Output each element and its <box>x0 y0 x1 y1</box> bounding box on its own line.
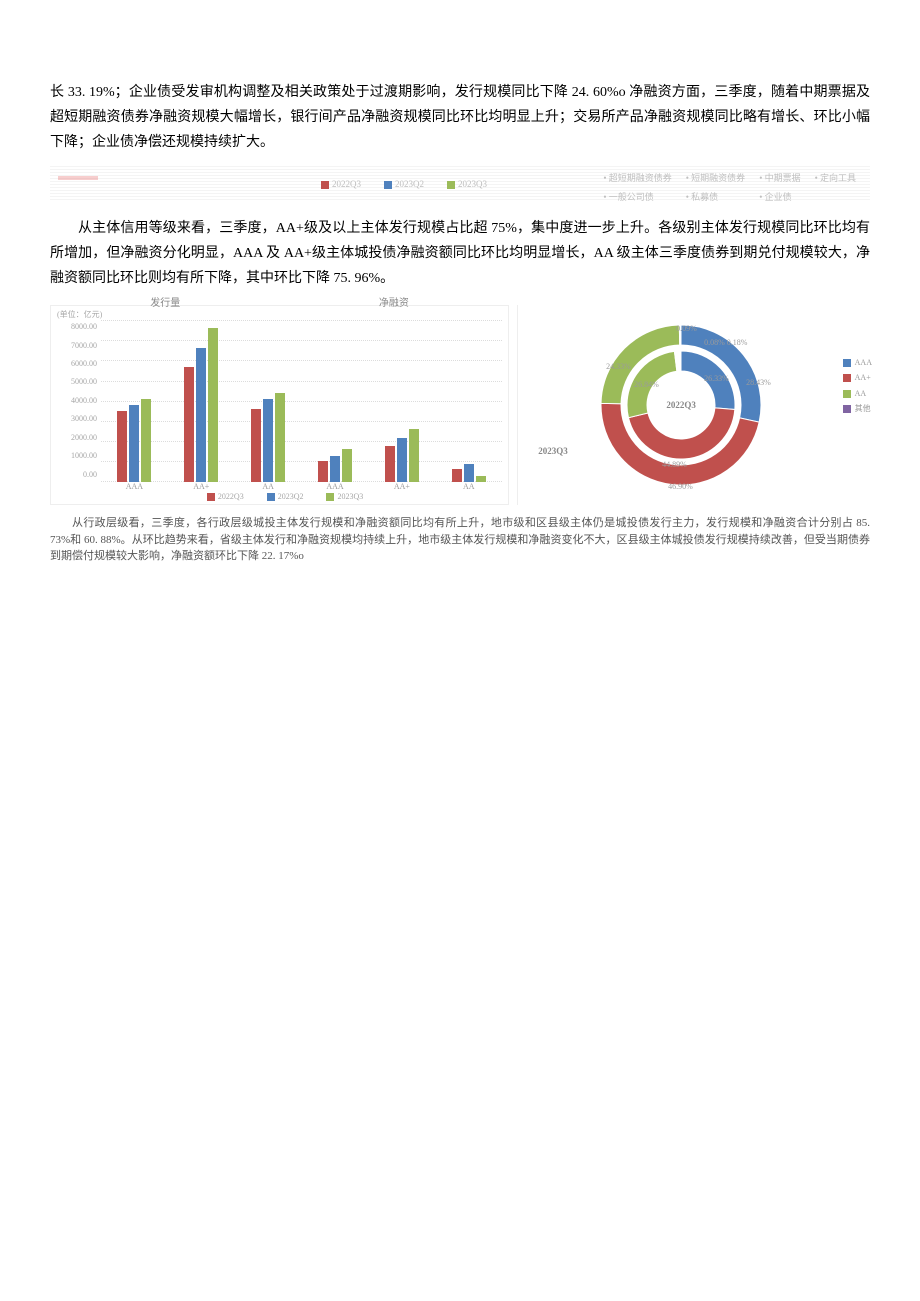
plot-area <box>101 320 502 482</box>
bar-group <box>235 320 302 482</box>
bar-group <box>368 320 435 482</box>
legend-strip-right-item: • 一般公司债 <box>603 189 671 205</box>
donut-pct-label: 26.33% <box>704 372 729 386</box>
bar <box>129 405 139 482</box>
donut-pct-label: 0.09% <box>676 322 697 336</box>
donut-legend-item: 其他 <box>831 401 872 416</box>
donut-pct-label: 24.33% <box>606 360 631 374</box>
legend-strip-right-item: • 企业债 <box>759 189 800 205</box>
donut-legend-item: AA <box>831 386 872 401</box>
bar <box>263 399 273 482</box>
legend-strip-item: 2022Q3 <box>310 176 361 192</box>
bar-group <box>302 320 369 482</box>
title-issuance: 发行量 <box>51 295 280 313</box>
legend-strip-right-item: • 中期票据 <box>759 170 800 186</box>
legend-strip-right-item: • 超短期融资债券 <box>603 170 671 186</box>
y-tick: 6000.00 <box>53 357 97 371</box>
bar-groups <box>101 320 502 482</box>
bar <box>196 348 206 482</box>
bar <box>141 399 151 482</box>
legend-strip-mark <box>58 176 98 180</box>
donut-outer-label: 2023Q3 <box>538 443 568 459</box>
bar <box>275 393 285 482</box>
legend-strip-mid: 2022Q3 2023Q2 2023Q3 <box>310 176 487 192</box>
bar <box>397 438 407 483</box>
y-tick: 7000.00 <box>53 339 97 353</box>
bar <box>409 429 419 482</box>
bar-legend-item: 2022Q3 <box>196 490 244 504</box>
legend-strip-item: 2023Q3 <box>436 176 487 192</box>
bar <box>117 411 127 482</box>
paragraph-top: 长 33. 19%；企业债受发审机构调整及相关政策处于过渡期影响，发行规模同比下… <box>50 80 870 156</box>
legend-strip: 2022Q3 2023Q2 2023Q3 • 超短期融资债券 • 短期融资债券 • 中期… <box>50 166 870 200</box>
charts-row: (单位：亿元) 发行量 净融资 8000.007000.006000.00500… <box>50 305 870 505</box>
donut-inner-label: 2022Q3 <box>666 397 696 413</box>
bar <box>208 328 218 482</box>
y-tick: 1000.00 <box>53 449 97 463</box>
bar-group <box>101 320 168 482</box>
bar-chart: (单位：亿元) 发行量 净融资 8000.007000.006000.00500… <box>50 305 509 505</box>
donut-wrap: 2022Q3 0.09%0.08% 0.18%28.43%26.33%24.33… <box>596 320 766 490</box>
bar-legend-item: 2023Q2 <box>256 490 304 504</box>
donut-pct-label: 44.89% <box>662 458 687 472</box>
donut-pct-label: 46.90% <box>668 480 693 494</box>
legend-strip-right: • 超短期融资债券 • 短期融资债券 • 中期票据 • 定向工具 • 一般公司债 • 私募… <box>603 170 856 205</box>
bar-group <box>435 320 502 482</box>
bar <box>251 409 261 482</box>
legend-strip-right-item <box>815 189 856 205</box>
bar-section-titles: 发行量 净融资 <box>51 295 508 313</box>
y-axis: 8000.00 7000.00 6000.00 5000.00 4000.00 3000.… <box>53 320 97 482</box>
legend-strip-right-item: • 私募债 <box>686 189 745 205</box>
bar <box>330 456 340 482</box>
y-tick: 5000.00 <box>53 375 97 389</box>
legend-strip-item: 2023Q2 <box>373 176 424 192</box>
title-netfinancing: 净融资 <box>280 295 509 313</box>
donut-pct-label: 28.43% <box>746 376 771 390</box>
y-tick: 2000.00 <box>53 431 97 445</box>
bar-legend-item: 2023Q3 <box>315 490 363 504</box>
donut-legend-item: AA+ <box>831 370 872 385</box>
bar <box>184 367 194 482</box>
donut-legend-item: AAA <box>831 355 872 370</box>
bar <box>385 446 395 482</box>
donut-pct-label: 26.84% <box>634 378 659 392</box>
donut-legend: AAAAA+AA其他 <box>831 355 872 416</box>
donut-chart: 2022Q3 0.09% 0.08% 0.18% 28.43% 26.33% 24.33… <box>517 305 878 505</box>
bar <box>342 449 352 482</box>
donut-pct-label: 0.08% 0.18% <box>704 336 747 350</box>
y-tick: 4000.00 <box>53 394 97 408</box>
y-tick: 3000.00 <box>53 412 97 426</box>
y-tick: 0.00 <box>53 468 97 482</box>
bar-legend: 2022Q3 2023Q2 2023Q3 <box>51 490 508 504</box>
paragraph-footnote: 从行政层级看，三季度，各行政层级城投主体发行规模和净融资额同比均有所上升，地市级… <box>50 515 870 565</box>
paragraph-mid: 从主体信用等级来看，三季度，AA+级及以上主体发行规模占比超 75%，集中度进一… <box>50 216 870 292</box>
legend-strip-right-item: • 定向工具 <box>815 170 856 186</box>
y-tick: 8000.00 <box>53 320 97 334</box>
legend-strip-right-item: • 短期融资债券 <box>686 170 745 186</box>
bar-group <box>168 320 235 482</box>
